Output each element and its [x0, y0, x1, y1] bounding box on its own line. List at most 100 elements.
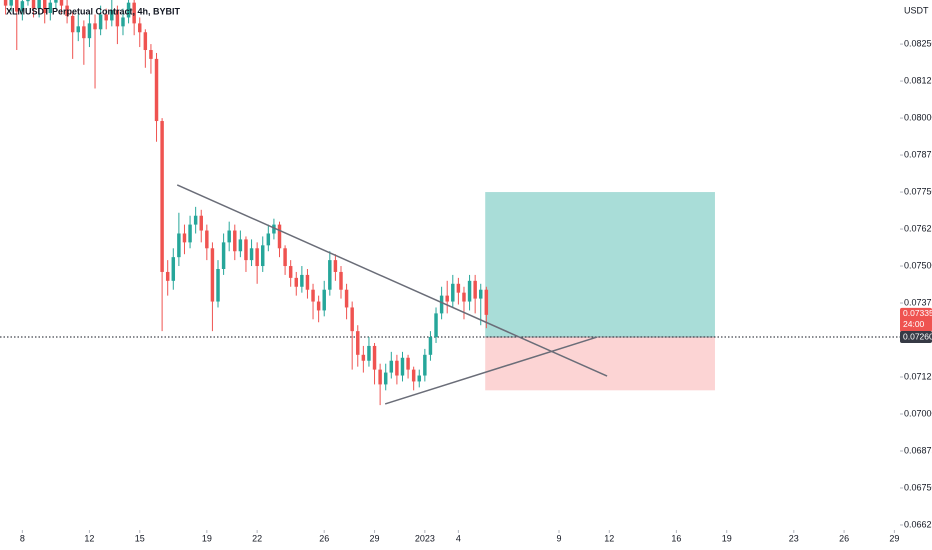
chart-title: XLMUSDT Perpetual Contract, 4h, BYBIT	[6, 6, 181, 16]
candle-body	[434, 313, 438, 338]
candle-body	[15, 0, 19, 12]
candle-body	[367, 345, 371, 361]
candle-body	[261, 245, 265, 267]
currency-label: USDT	[904, 5, 929, 15]
candle-body	[76, 26, 80, 33]
candle-body	[48, 2, 53, 14]
candle-body	[149, 50, 153, 59]
x-tick-label: 8	[20, 533, 25, 543]
candle-body	[188, 224, 192, 243]
x-tick-label: 29	[889, 533, 899, 543]
candle-body	[333, 260, 338, 272]
candle-body	[322, 289, 326, 311]
candle-body	[98, 14, 103, 30]
candle-body	[160, 121, 164, 272]
candle-body	[182, 233, 187, 243]
candle-body	[26, 0, 30, 2]
candle-body	[272, 224, 276, 234]
candle-body	[104, 14, 108, 21]
candle-body	[154, 58, 159, 122]
candle-body	[266, 233, 271, 246]
loss-zone	[485, 337, 715, 391]
x-tick-label: 22	[252, 533, 262, 543]
candle-body	[288, 266, 293, 278]
candle-body	[484, 289, 489, 315]
candle-body	[473, 280, 477, 299]
candle-body	[462, 292, 466, 302]
plot-area	[0, 0, 900, 406]
candle-body	[389, 360, 394, 373]
y-tick-label: 0.07375	[904, 297, 932, 307]
y-tick-label: 0.08125	[904, 75, 932, 85]
candle-body	[110, 10, 114, 21]
candle-body	[143, 32, 148, 51]
x-tick-label: 4	[456, 533, 461, 543]
x-tick-label: 19	[722, 533, 732, 543]
candle-body	[177, 233, 181, 258]
candle-body	[216, 268, 220, 302]
x-tick-label: 15	[135, 533, 145, 543]
candle-body	[378, 369, 382, 385]
candle-body	[244, 239, 248, 261]
candle-body	[428, 337, 433, 355]
profit-zone	[485, 192, 715, 338]
candle-body	[294, 277, 299, 287]
candle-body	[361, 354, 366, 361]
candle-body	[20, 1, 25, 12]
candle-body	[165, 271, 170, 281]
candle-body	[305, 274, 310, 290]
candle-body	[82, 26, 86, 39]
candle-body	[344, 289, 349, 308]
candle-body	[249, 248, 254, 261]
candle-body	[467, 280, 472, 302]
last-price-label: 0.07335	[903, 308, 932, 318]
candle-body	[445, 295, 449, 302]
candle-body	[3, 0, 8, 6]
candle-body	[300, 274, 304, 287]
candle-body	[93, 23, 97, 30]
x-tick-label: 19	[202, 533, 212, 543]
y-tick-label: 0.07125	[904, 371, 932, 381]
y-tick-label: 0.07625	[904, 223, 932, 233]
candle-body	[132, 2, 136, 24]
candle-body	[171, 257, 176, 281]
y-tick-label: 0.06875	[904, 445, 932, 455]
candle-body	[316, 301, 321, 311]
x-tick-label: 16	[671, 533, 681, 543]
candle-body	[439, 295, 444, 314]
trendline	[176, 184, 608, 377]
candle-body	[54, 0, 58, 3]
price-line-tag	[900, 331, 932, 344]
x-tick-label: 23	[789, 533, 799, 543]
candle-body	[311, 289, 315, 302]
candle-body	[227, 230, 231, 243]
trendline	[384, 336, 598, 405]
candle-body	[395, 360, 399, 376]
y-tick-label: 0.07875	[904, 149, 932, 159]
candle-body	[65, 5, 69, 16]
countdown-label: 24:00	[903, 319, 925, 329]
y-tick-label: 0.06625	[904, 519, 932, 529]
candle-body	[238, 239, 243, 252]
candle-body	[121, 17, 125, 27]
candle-body	[451, 283, 455, 302]
candle-body	[70, 15, 75, 33]
candle-body	[383, 372, 388, 385]
candle-body	[339, 271, 343, 290]
candle-body	[42, 0, 47, 14]
last-price-tag	[900, 307, 932, 332]
candle-body	[87, 23, 92, 39]
candle-body	[350, 307, 354, 332]
candle-body	[210, 248, 215, 302]
candle-body	[277, 224, 282, 249]
candle-body	[205, 230, 209, 249]
x-tick-label: 9	[556, 533, 561, 543]
candle-body	[233, 230, 237, 252]
candle-body	[456, 283, 461, 293]
candle-body	[255, 248, 259, 267]
